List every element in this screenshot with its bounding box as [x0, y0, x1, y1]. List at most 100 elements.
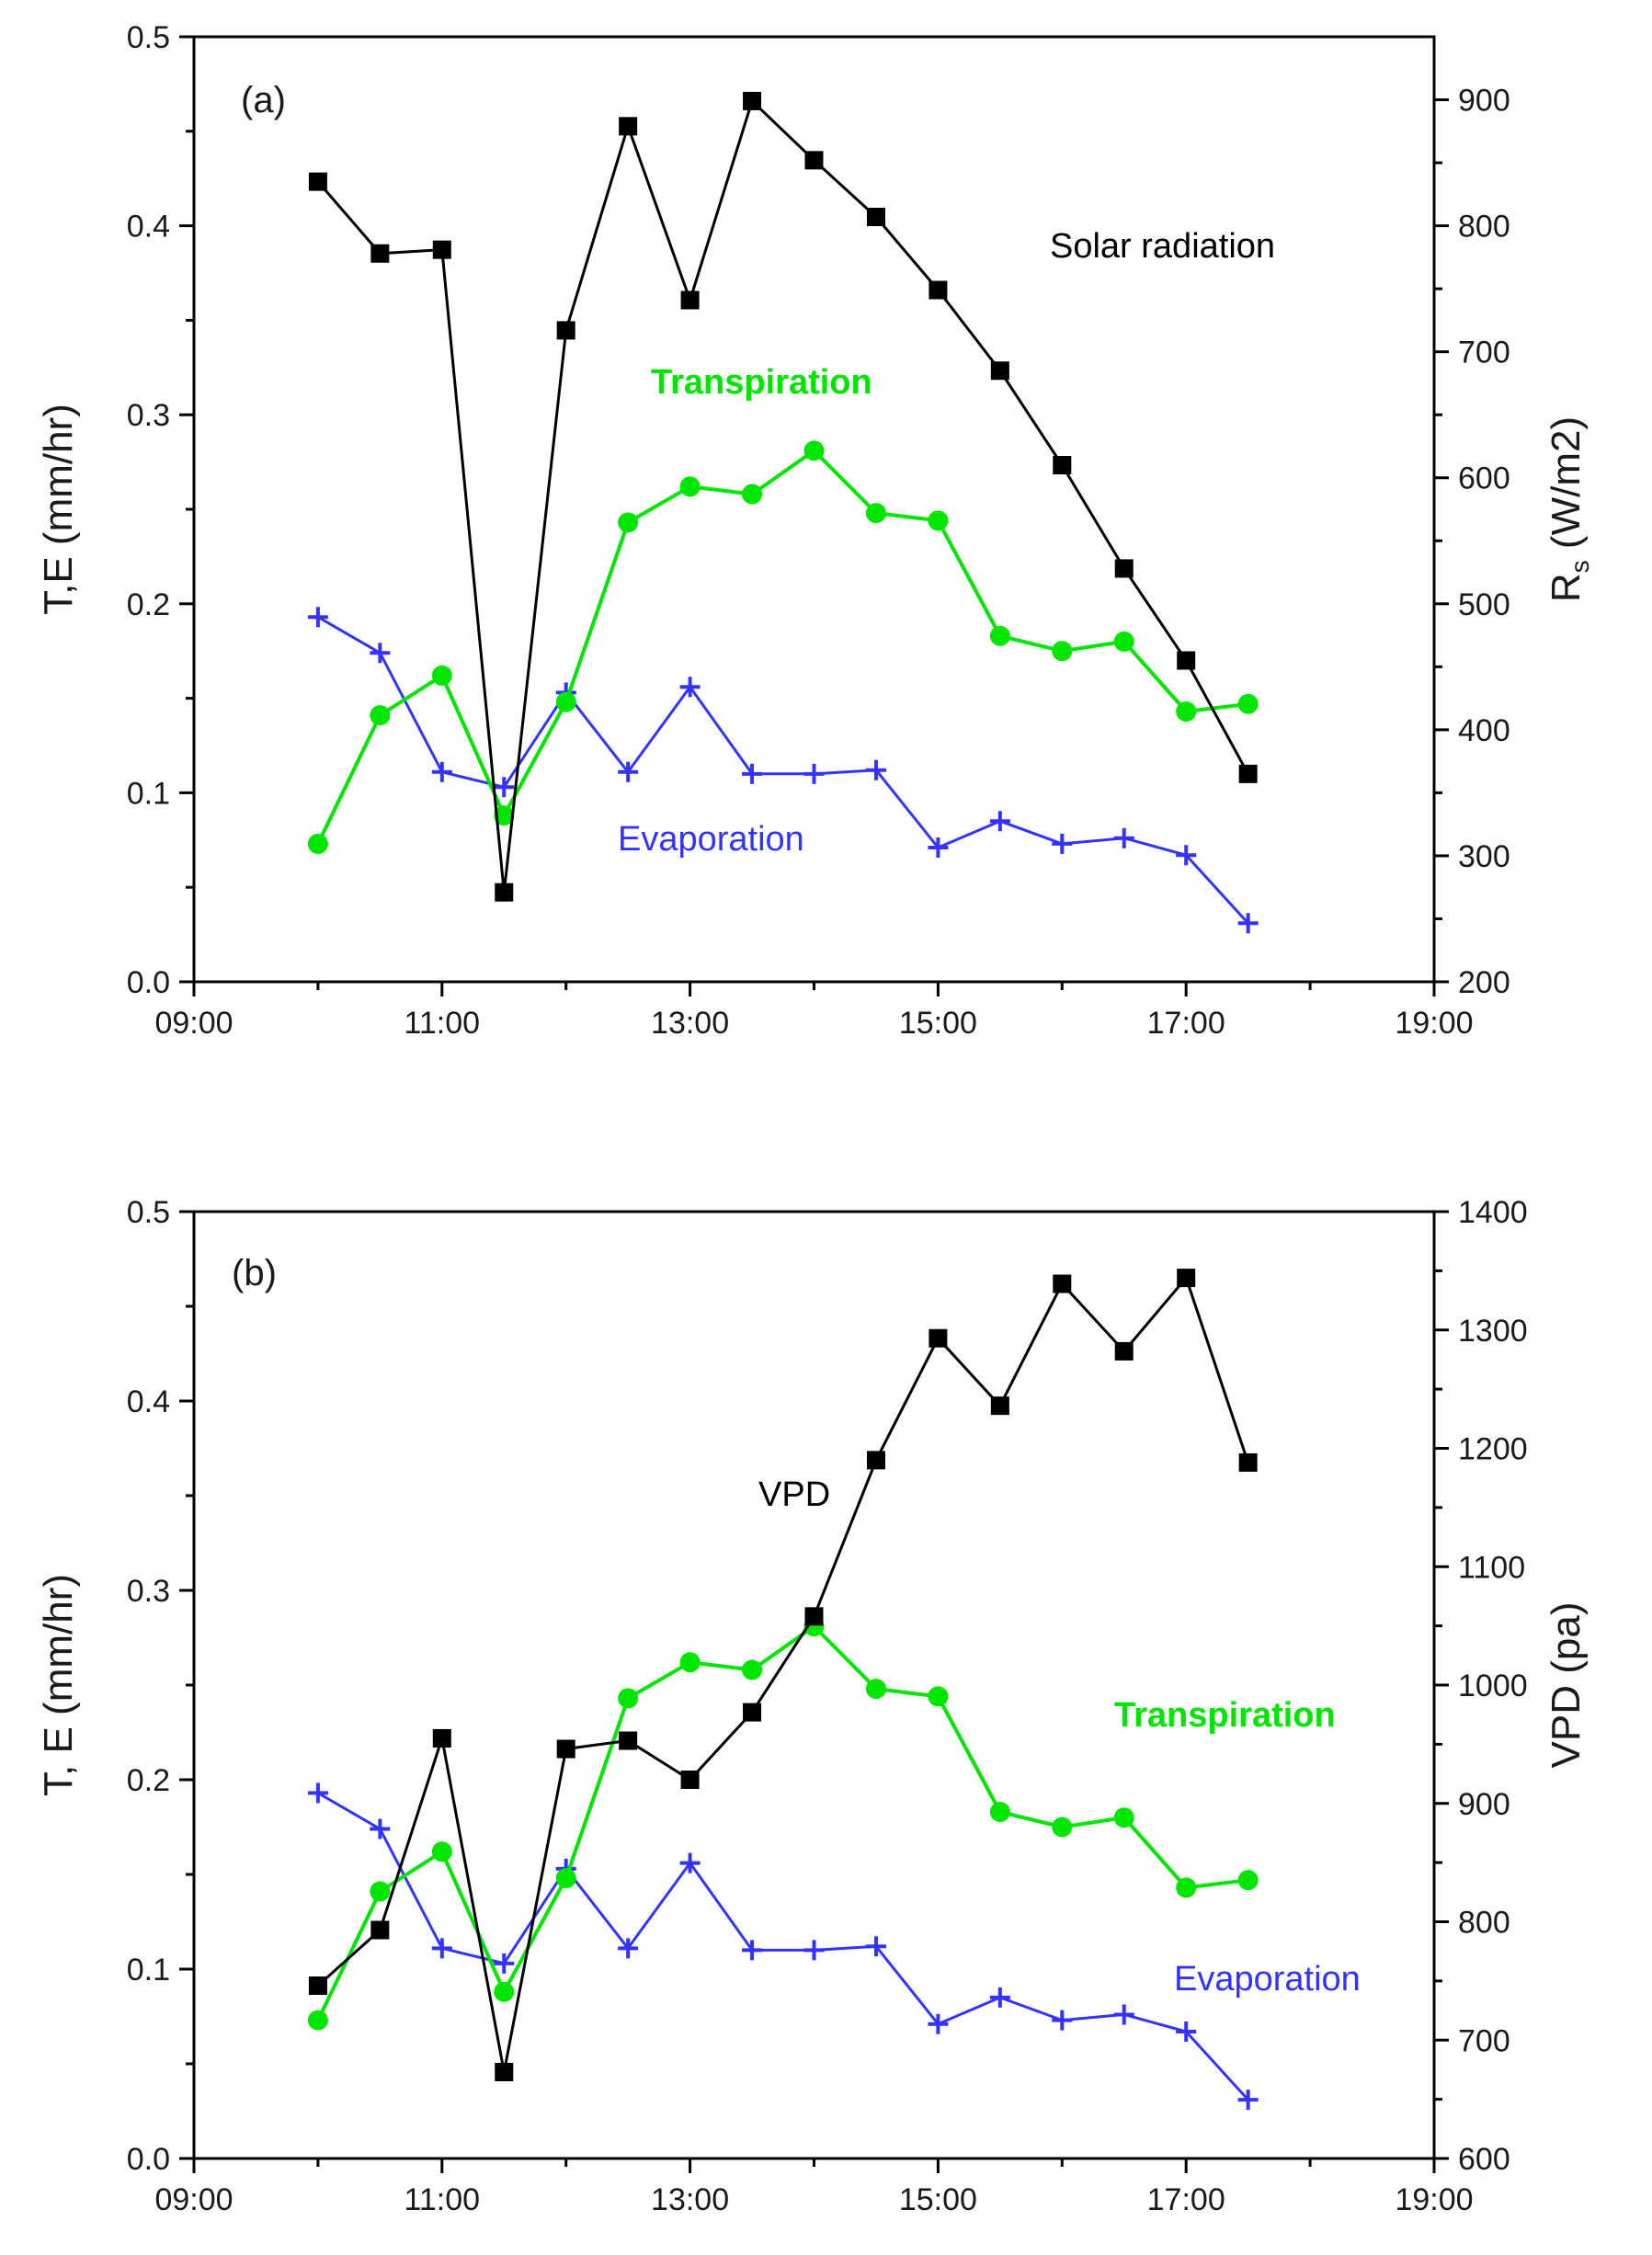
panel-a-evaporation-point [307, 607, 328, 628]
panel-b-vpd-label: VPD [758, 1475, 830, 1514]
panel-a-x-tick-label: 13:00 [651, 1006, 729, 1041]
panel-b-transpiration-point [555, 1868, 576, 1889]
panel-a-transpiration-point [1237, 693, 1259, 714]
panel-a-solar-radiation-point [680, 290, 700, 310]
panel-b-transpiration-point [989, 1802, 1010, 1823]
panel-a-y-left-tick-label: 0.0 [127, 965, 170, 1000]
panel-a-y-right-tick-label: 200 [1458, 965, 1510, 1000]
panel-a-evaporation-point [370, 643, 391, 664]
panel-a-y-right-tick-label: 400 [1458, 713, 1510, 748]
panel-a-evaporation-point [742, 763, 763, 784]
panel-b-vpd-point [929, 1328, 948, 1348]
panel-b-series [307, 1269, 1259, 2111]
panel-a: 09:00 11:00 13:00 15:00 17:00 19:00 0.0 0.1 0.2… [36, 20, 1594, 1041]
panel-b-transpiration-point [865, 1679, 886, 1700]
panel-a-plot-frame [192, 35, 1436, 984]
panel-a-transpiration-line [316, 449, 1248, 845]
panel-b-vpd-point [680, 1771, 700, 1789]
panel-a-y-left-tick-label: 0.5 [127, 20, 170, 55]
panel-a-x-tick-label: 19:00 [1395, 1006, 1473, 1041]
panel-a-evaporation-point [865, 759, 886, 780]
panel-b-evaporation-line [317, 1792, 1249, 2101]
panel-a-evaporation-point [679, 677, 701, 698]
panel-a-y-left-tick-label: 0.1 [127, 776, 170, 811]
panel-a-transpiration-point [555, 691, 576, 712]
panel-b-evaporation-point [1176, 2021, 1197, 2042]
panel-b-transpiration-point [431, 1841, 452, 1862]
panel-a-evaporation-point [431, 761, 452, 782]
panel-b-vpd-point [743, 1703, 762, 1722]
panel-b-evaporation-point [370, 1818, 391, 1839]
panel-b-evaporation-point [307, 1782, 328, 1804]
panel-b-y-left-tick-label: 0.5 [127, 1195, 170, 1230]
panel-a-x-tick-label: 17:00 [1147, 1006, 1225, 1041]
panel-b-y-left-tick-label: 0.1 [127, 1953, 170, 1987]
panel-b-x-tick-label: 11:00 [404, 2182, 481, 2217]
panel-b-evaporation-point [928, 2013, 949, 2034]
panel-b-evaporation-point [742, 1940, 763, 1961]
panel-a-evaporation-label: Evaporation [618, 820, 804, 859]
panel-b-y-left-ticks: 0.0 0.1 0.2 0.3 0.4 0.5 [127, 1195, 194, 2177]
right-axis-title-base: R [1544, 573, 1589, 602]
panel-a-transpiration-point [1113, 631, 1134, 652]
panel-b-y-right-tick-label: 1100 [1458, 1550, 1525, 1585]
panel-a-series [307, 91, 1259, 934]
panel-a-transpiration-point [679, 476, 701, 497]
panel-a-solar-radiation-point [619, 117, 638, 136]
panel-a-solar-radiation-point [370, 244, 390, 263]
panel-a-solar-radiation-point [990, 361, 1009, 381]
panel-b-vpd-point [804, 1607, 824, 1626]
panel-b-y-right-tick-label: 1300 [1458, 1314, 1528, 1349]
panel-a-solar-radiation-point [432, 240, 451, 259]
panel-b-evaporation-point [1052, 2010, 1073, 2031]
panel-b-y-right-tick-label: 1200 [1458, 1432, 1528, 1467]
panel-a-evaporation-line [317, 615, 1249, 925]
panel-a-evaporation-point [1176, 845, 1197, 866]
panel-a-evaporation-point [1113, 827, 1134, 848]
panel-b-vpd-point [556, 1739, 575, 1759]
panel-a-left-axis-title: T,E (mm/hr) [36, 404, 81, 615]
panel-b-transpiration-point [1052, 1817, 1073, 1838]
panel-a-evaporation-point [803, 763, 825, 784]
panel-b-vpd-point [432, 1728, 451, 1748]
panel-b-transpiration-line [316, 1624, 1248, 2022]
panel-a-y-right-ticks: 200 300 400 500 600 700 800 900 [1434, 84, 1510, 1000]
panel-a-y-left-tick-label: 0.4 [127, 210, 170, 245]
panel-a-transpiration-point [618, 512, 639, 533]
panel-b-evaporation-point [1237, 2090, 1259, 2111]
panel-a-evaporation-point [618, 761, 639, 782]
panel-b-y-right-tick-label: 1000 [1458, 1668, 1528, 1703]
panel-b-evaporation-point [618, 1938, 639, 1959]
panel-b-transpiration-point [494, 1981, 515, 2002]
panel-b-evaporation-point [989, 1987, 1010, 2008]
panel-b-transpiration-point [742, 1659, 763, 1680]
panel-a-transpiration-point [803, 440, 825, 461]
panel-a-solar-radiation-point [929, 280, 948, 300]
panel-b-y-right-tick-label: 700 [1458, 2023, 1510, 2058]
panel-b-vpd-point [990, 1396, 1009, 1416]
panel-a-y-left-tick-label: 0.3 [127, 398, 170, 433]
panel-b-left-axis-title: T, E (mm/hr) [36, 1574, 81, 1796]
panel-a-label: (a) [241, 80, 286, 120]
panel-a-solar-radiation-point [804, 151, 824, 170]
panel-b-y-left-tick-label: 0.3 [127, 1574, 170, 1609]
panel-a-solar-radiation-point [556, 321, 575, 340]
panel-b-evaporation-point [865, 1936, 886, 1957]
right-axis-title-subscript: s [1566, 560, 1594, 573]
panel-b-evaporation-label: Evaporation [1174, 1960, 1361, 1999]
panel-b-x-tick-label: 13:00 [651, 2182, 729, 2217]
panel-a-solar-radiation-point [308, 172, 327, 191]
panel-b-y-right-tick-label: 900 [1458, 1787, 1510, 1822]
panel-a-evaporation-point [928, 837, 949, 859]
panel-b-evaporation-point [431, 1938, 452, 1959]
panel-a-x-tick-label: 15:00 [899, 1006, 977, 1041]
panel-a-x-tick-label: 11:00 [404, 1006, 481, 1041]
panel-b-evaporation-point [494, 1953, 515, 1974]
panel-b-transpiration-label: Transpiration [1114, 1696, 1336, 1735]
panel-a-solar-radiation-line [316, 99, 1249, 894]
panel-a-solar-radiation-point [743, 91, 762, 110]
panel-a-solar-radiation-point [1114, 559, 1134, 578]
panel-a-transpiration-point [1052, 641, 1073, 662]
panel-a-transpiration-point [370, 705, 391, 726]
